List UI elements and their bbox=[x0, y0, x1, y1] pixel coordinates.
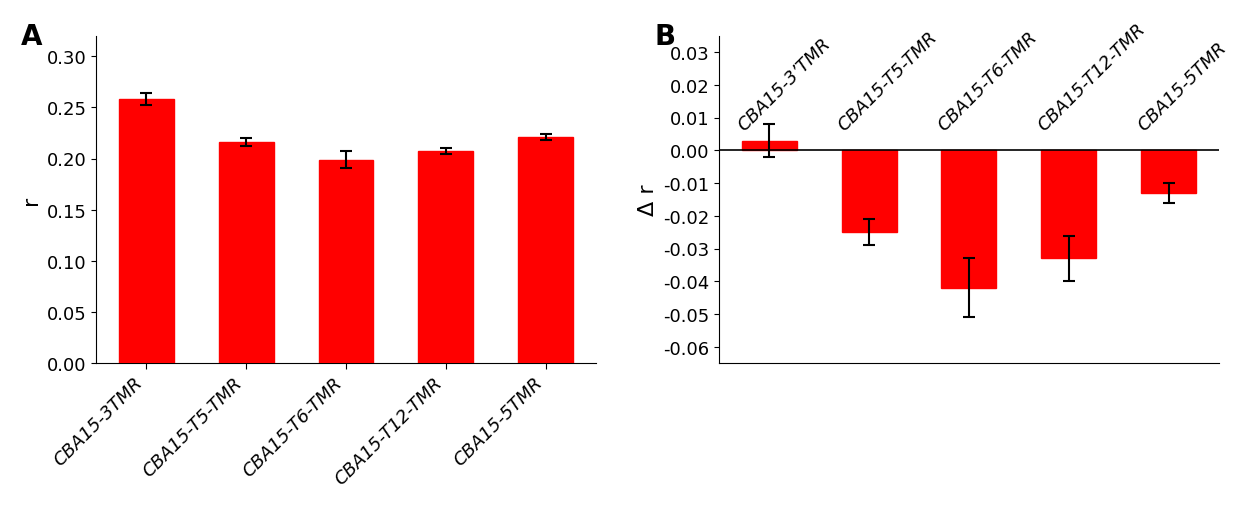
Y-axis label: Δ r: Δ r bbox=[638, 184, 657, 216]
Bar bbox=[1141, 151, 1195, 193]
Text: CBA15-T12-TMR: CBA15-T12-TMR bbox=[1034, 20, 1149, 134]
Text: B: B bbox=[654, 23, 674, 51]
Bar bbox=[219, 143, 273, 363]
Text: CBA15-T6-TMR: CBA15-T6-TMR bbox=[933, 29, 1040, 134]
Text: A: A bbox=[21, 23, 43, 51]
Text: CBA15-5TMR: CBA15-5TMR bbox=[1133, 39, 1229, 134]
Bar bbox=[418, 152, 473, 363]
Bar bbox=[842, 151, 896, 233]
Y-axis label: r: r bbox=[21, 195, 40, 205]
Bar bbox=[518, 137, 572, 363]
Bar bbox=[741, 141, 796, 151]
Bar bbox=[118, 100, 174, 363]
Bar bbox=[318, 160, 374, 363]
Bar bbox=[941, 151, 996, 288]
Bar bbox=[1040, 151, 1096, 259]
Text: CBA15-3’TMR: CBA15-3’TMR bbox=[735, 35, 834, 134]
Text: CBA15-T5-TMR: CBA15-T5-TMR bbox=[834, 29, 940, 134]
